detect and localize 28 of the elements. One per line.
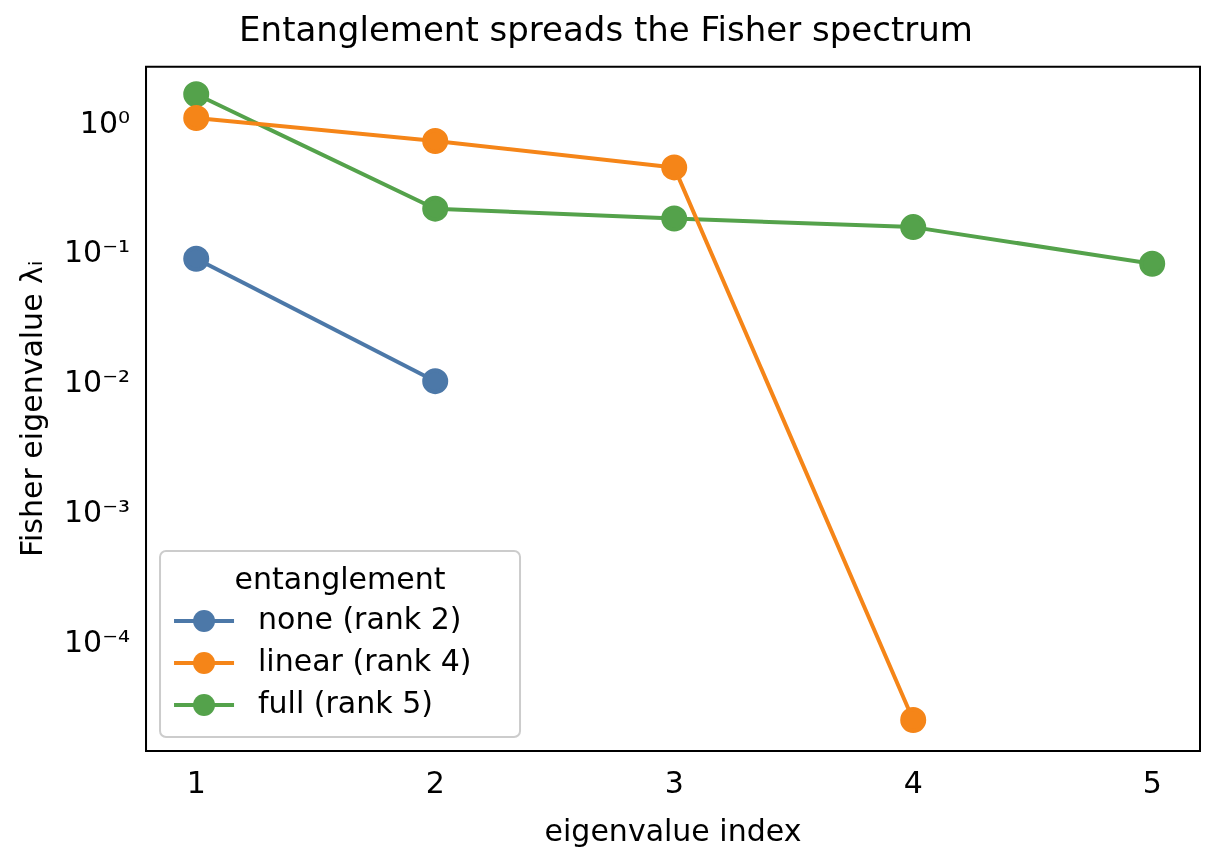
legend-title: entanglement — [234, 560, 446, 596]
point — [183, 81, 210, 108]
point — [422, 195, 449, 222]
point — [183, 245, 210, 272]
y-tick-label: 10⁻⁴ — [63, 623, 131, 659]
y-tick-label: 10⁻¹ — [63, 234, 131, 270]
legend-label: full (rank 5) — [258, 684, 433, 720]
y-axis-title: Fisher eigenvalue λᵢ — [13, 260, 49, 558]
point — [661, 205, 688, 232]
point — [422, 368, 449, 395]
x-tick-label: 4 — [903, 764, 923, 800]
y-tick-label: 10⁰ — [79, 104, 131, 140]
x-axis-title: eigenvalue index — [544, 812, 802, 848]
point — [900, 214, 927, 241]
point — [183, 104, 210, 131]
x-tick-label: 1 — [186, 764, 206, 800]
y-tick-label: 10⁻³ — [63, 494, 131, 530]
point — [661, 154, 688, 181]
x-tick-label: 3 — [664, 764, 684, 800]
chart-title: Entanglement spreads the Fisher spectrum — [239, 9, 973, 50]
legend-label: linear (rank 4) — [258, 642, 472, 678]
x-tick-label: 5 — [1142, 764, 1162, 800]
y-tick-label: 10⁻² — [63, 364, 131, 400]
point — [422, 128, 449, 155]
point — [900, 706, 927, 733]
x-tick-label: 2 — [425, 764, 445, 800]
point — [1139, 250, 1166, 277]
legend-label: none (rank 2) — [258, 600, 462, 636]
